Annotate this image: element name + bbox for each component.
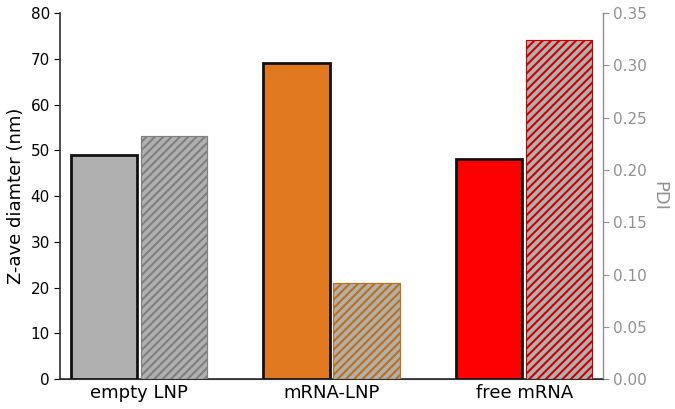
Bar [456,160,522,379]
Y-axis label: Z-ave diamter (nm): Z-ave diamter (nm) [7,108,25,284]
Bar [141,137,207,379]
Bar [263,63,330,379]
Bar [526,40,593,379]
Bar [71,155,137,379]
Bar [333,283,400,379]
Y-axis label: PDI: PDI [650,181,668,211]
Bar [333,283,400,379]
Bar [141,137,207,379]
Bar [526,40,593,379]
